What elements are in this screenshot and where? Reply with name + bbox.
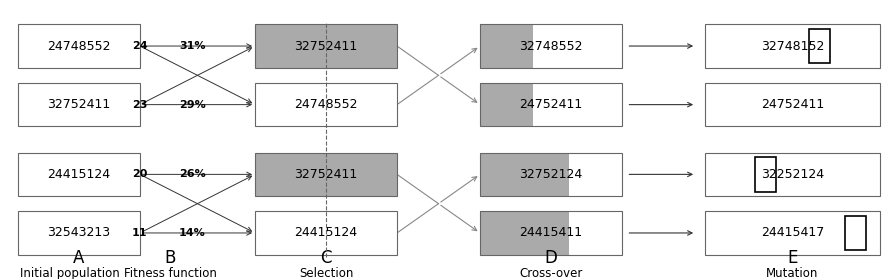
Bar [479,83,621,126]
Bar [754,157,775,192]
Text: 20: 20 [132,169,148,179]
Bar [479,211,621,254]
Text: Initial population: Initial population [20,267,120,279]
Text: Fitness function: Fitness function [123,267,216,279]
Text: E: E [787,249,797,267]
Text: 32748552: 32748552 [519,40,582,52]
Text: 32543213: 32543213 [47,227,110,239]
Bar [255,25,397,68]
Bar [704,25,879,68]
Text: 24748552: 24748552 [47,40,111,52]
Bar [479,25,533,68]
Bar [255,153,397,196]
Bar [479,211,568,254]
Bar [568,211,621,254]
Text: 26%: 26% [179,169,206,179]
Bar [255,211,397,254]
Text: B: B [164,249,175,267]
Bar [479,153,568,196]
Bar [533,25,621,68]
Bar [255,83,397,126]
Text: 29%: 29% [179,100,206,110]
Text: Cross-over: Cross-over [519,267,582,279]
Text: 32752411: 32752411 [294,168,358,181]
Text: 23: 23 [132,100,148,110]
Text: 24415411: 24415411 [519,227,582,239]
Text: Selection: Selection [299,267,353,279]
Text: Mutation: Mutation [765,267,818,279]
Text: 24415417: 24415417 [760,227,823,239]
Bar [479,153,621,196]
Bar [704,211,879,254]
Text: 24752411: 24752411 [519,98,582,111]
Text: 14%: 14% [179,228,206,238]
Bar [18,25,139,68]
Text: 32752411: 32752411 [294,40,358,52]
Text: 24415124: 24415124 [294,227,358,239]
Bar [18,211,139,254]
Bar [18,83,139,126]
Text: D: D [544,249,557,267]
Text: 32752411: 32752411 [47,98,110,111]
Text: 24752411: 24752411 [760,98,823,111]
Text: 24415124: 24415124 [47,168,110,181]
Text: 32752124: 32752124 [519,168,582,181]
Bar [844,216,865,250]
Bar [479,83,533,126]
Text: C: C [320,249,332,267]
Bar [533,83,621,126]
Text: 24748552: 24748552 [294,98,358,111]
Text: A: A [73,249,85,267]
Text: 31%: 31% [179,41,206,51]
Bar [18,153,139,196]
Bar [568,153,621,196]
Bar [479,25,621,68]
Text: 32252124: 32252124 [760,168,823,181]
Text: 32748152: 32748152 [760,40,823,52]
Text: 24: 24 [131,41,148,51]
Text: 11: 11 [132,228,148,238]
Bar [704,83,879,126]
Bar [704,153,879,196]
Bar [808,29,830,63]
